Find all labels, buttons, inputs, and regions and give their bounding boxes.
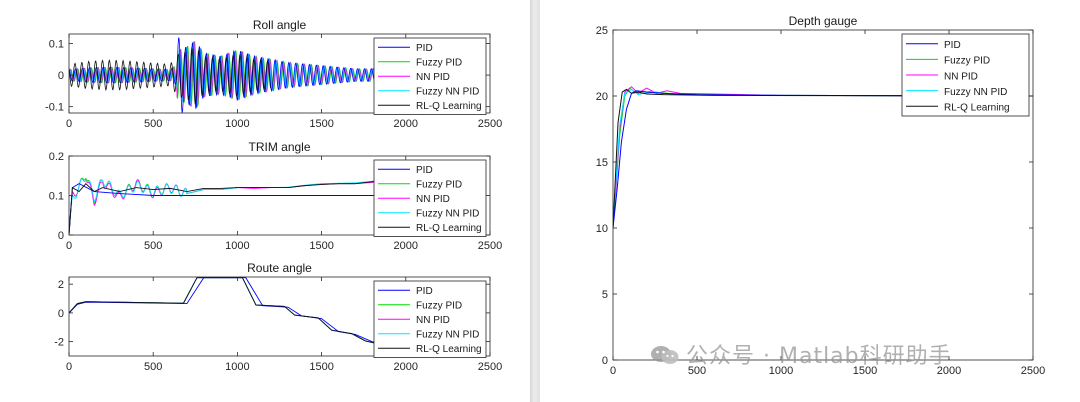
- wechat-icon: [651, 346, 679, 364]
- legend-label: PID: [416, 165, 433, 176]
- legend-label: Fuzzy NN PID: [944, 87, 1007, 98]
- watermark: 公众号 · Matlab科研助手: [650, 338, 952, 370]
- legend-label: RL-Q Learning: [416, 344, 482, 355]
- right-figure-canvas: Depth gauge 0 500 1000 1500 2000 2500 0 5 10 15 20 2…: [596, 14, 1045, 377]
- chart-title: TRIM angle: [248, 140, 310, 154]
- right-figure-window: Depth gauge 0 500 1000 1500 2000 2500 0 5 10 15 20 2…: [540, 0, 1080, 402]
- legend-label: Fuzzy NN PID: [416, 208, 479, 219]
- chart-title: Route angle: [247, 261, 312, 275]
- x-tick-label: 0: [610, 365, 616, 377]
- legend-label: RL-Q Learning: [416, 223, 482, 234]
- x-tick-label: 1500: [309, 118, 333, 130]
- x-tick-label: 2000: [394, 118, 418, 130]
- series-line-pid: [69, 183, 384, 235]
- x-tick-label: 2500: [478, 240, 502, 252]
- legend-box: [373, 37, 487, 115]
- series-line-rl-q-learning: [69, 179, 384, 235]
- x-tick-label: 500: [144, 361, 162, 373]
- y-tick-label: 2: [58, 279, 64, 291]
- x-tick-label: 2000: [937, 365, 961, 377]
- legend-label: Fuzzy NN PID: [416, 329, 479, 340]
- axes-box: [68, 33, 491, 114]
- legend-label: NN PID: [416, 315, 450, 326]
- x-tick-label: 1000: [225, 240, 249, 252]
- x-tick-label: 2500: [478, 118, 502, 130]
- x-tick-label: 0: [66, 118, 72, 130]
- y-tick-label: -0.1: [45, 102, 64, 114]
- x-tick-label: 2000: [394, 361, 418, 373]
- y-tick-label: 5: [602, 289, 608, 301]
- series-line-rl-q-learning: [613, 88, 1033, 229]
- x-tick-label: 500: [144, 118, 162, 130]
- legend-label: PID: [416, 43, 433, 54]
- x-tick-label: 2000: [394, 240, 418, 252]
- legend-label: Fuzzy PID: [944, 56, 990, 67]
- x-tick-label: 2500: [1021, 365, 1045, 377]
- legend-label: NN PID: [416, 72, 450, 83]
- left-figure-window: Roll angle 0 500 1000 1500 2000 2500 -0.1 0 0.1 PI…: [0, 0, 530, 402]
- y-tick-label: 20: [596, 91, 608, 103]
- legend-label: NN PID: [416, 194, 450, 205]
- series-line-fuzzy-nn-pid: [69, 41, 385, 108]
- legend-label: Fuzzy PID: [416, 300, 462, 311]
- x-tick-label: 1500: [853, 365, 877, 377]
- x-tick-label: 0: [66, 240, 72, 252]
- legend-label: PID: [416, 286, 433, 297]
- series-line-fuzzy-nn-pid: [69, 178, 384, 235]
- x-tick-label: 1500: [309, 240, 333, 252]
- chart-depth-gauge: Depth gauge 0 500 1000 1500 2000 2500 0 5 10 15 20 2…: [596, 14, 1045, 377]
- x-tick-label: 2500: [478, 361, 502, 373]
- y-tick-label: 10: [596, 223, 608, 235]
- x-tick-label: 1000: [225, 361, 249, 373]
- watermark-text: 公众号 · Matlab科研助手: [686, 344, 952, 369]
- y-tick-label: 0: [602, 355, 608, 367]
- y-tick-label: 0: [58, 70, 64, 82]
- legend: PID Fuzzy PID NN PID Fuzzy NN PID RL-Q Learn…: [373, 280, 487, 358]
- legend-label: PID: [944, 40, 961, 51]
- legend-label: RL-Q Learning: [416, 101, 482, 112]
- x-tick-label: 0: [66, 361, 72, 373]
- legend-label: Fuzzy NN PID: [416, 86, 479, 97]
- series-group: [69, 37, 385, 113]
- chart-title: Roll angle: [253, 18, 307, 32]
- axes-box: [612, 29, 1034, 361]
- y-tick-label: 0.1: [49, 191, 64, 203]
- y-tick-label: 0: [58, 230, 64, 242]
- x-tick-label: 500: [144, 240, 162, 252]
- x-tick-label: 1000: [225, 118, 249, 130]
- x-tick-label: 500: [688, 365, 706, 377]
- legend: PID Fuzzy PID NN PID Fuzzy NN PID RL-Q Learn…: [901, 33, 1030, 117]
- legend: PID Fuzzy PID NN PID Fuzzy NN PID RL-Q Learn…: [373, 159, 487, 237]
- y-tick-label: 0: [58, 308, 64, 320]
- legend: PID Fuzzy PID NN PID Fuzzy NN PID RL-Q Learn…: [373, 37, 487, 115]
- legend-label: RL-Q Learning: [944, 103, 1010, 114]
- legend-label: NN PID: [944, 71, 978, 82]
- y-tick-label: 0.1: [49, 38, 64, 50]
- legend-label: Fuzzy PID: [416, 57, 462, 68]
- series-group: [613, 86, 1033, 229]
- axes-box: [68, 276, 491, 357]
- y-tick-label: 15: [596, 157, 608, 169]
- chart-title: Depth gauge: [789, 14, 858, 28]
- y-tick-label: -2: [54, 337, 64, 349]
- x-tick-label: 1500: [309, 361, 333, 373]
- series-line-rl-q-learning: [69, 46, 272, 105]
- legend-label: Fuzzy PID: [416, 179, 462, 190]
- window-divider: [530, 0, 540, 402]
- y-tick-label: 25: [596, 25, 608, 37]
- y-tick-label: 0.2: [49, 151, 64, 163]
- x-tick-label: 1000: [769, 365, 793, 377]
- chart-trim-angle: TRIM angle 0 500 1000 1500 2000 2500 0 0.1 0.2 PID…: [49, 140, 503, 252]
- series-group: [69, 177, 384, 235]
